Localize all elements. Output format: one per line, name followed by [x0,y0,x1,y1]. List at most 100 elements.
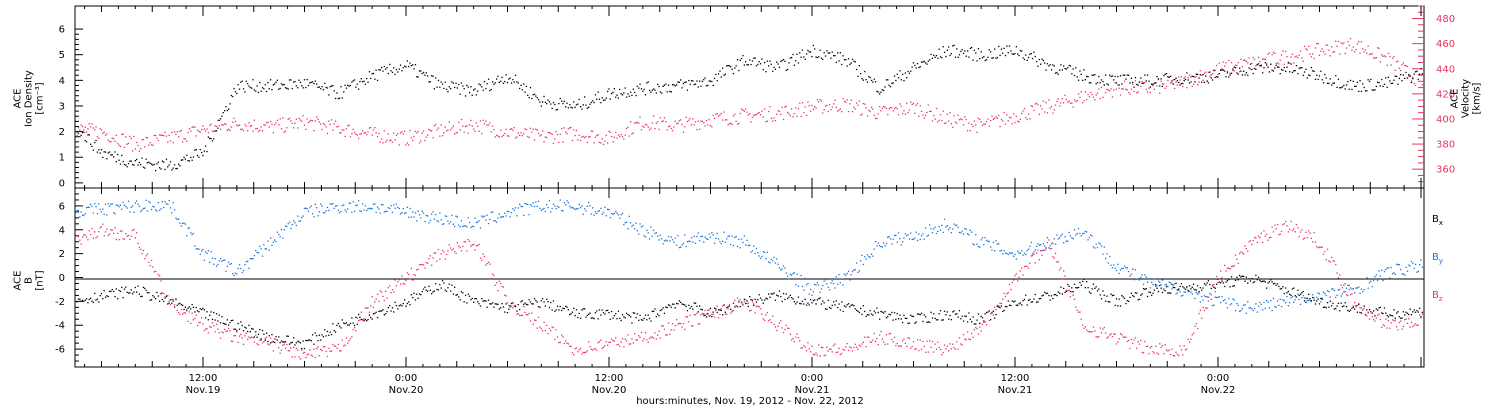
bz-point [715,310,717,312]
density-point [1018,54,1020,57]
bx-point [271,334,273,336]
by-point [1136,278,1138,280]
bz-point [567,343,569,345]
by-point [728,235,731,237]
density-point [1071,73,1073,75]
density-point [94,141,96,144]
density-point [842,55,844,57]
by-point [387,207,389,209]
bx-point [1383,307,1386,309]
bx-point [948,318,950,320]
velocity-point [1018,121,1020,123]
velocity-point [92,127,94,129]
by-point [723,231,725,233]
bx-point [1371,312,1373,314]
by-point [950,232,952,234]
bz-point [362,319,364,321]
by-point [1021,250,1023,252]
velocity-point [1313,57,1315,60]
bx-point [927,321,929,323]
bx-point [1114,304,1116,307]
density-point [221,115,223,117]
bx-point [625,312,628,314]
bx-point [889,314,892,316]
velocity-point [980,121,982,123]
density-point [486,83,488,85]
density-point [466,84,468,87]
bz-point [270,337,272,339]
bz-point [486,263,488,265]
velocity-point [933,114,935,117]
bz-point [221,331,223,333]
bx-point [297,340,299,342]
by-point [256,251,258,254]
density-point [225,106,227,108]
velocity-point [427,134,429,136]
density-point [1084,79,1086,81]
bx-point [975,323,977,325]
by-point [529,204,532,206]
by-point [638,233,640,235]
bx-point [1109,301,1111,303]
bz-point [791,339,793,341]
top-right-tick-label: 360 [1436,165,1455,176]
velocity-point [1156,85,1158,87]
density-point [516,81,518,83]
velocity-point [297,127,299,129]
velocity-point [638,122,640,124]
bz-point [145,255,147,257]
velocity-point [195,135,197,137]
velocity-point [169,140,172,142]
bx-point [222,322,224,324]
by-point [121,208,123,210]
density-point [1050,69,1053,71]
bx-point [420,294,422,296]
velocity-point [483,122,486,125]
bx-point [443,282,445,284]
bx-point [385,313,387,315]
bx-point [547,301,549,303]
density-point [1285,70,1287,72]
density-point [619,88,621,91]
density-point [84,139,86,142]
velocity-point [394,139,396,141]
density-point [95,139,97,142]
by-point [1309,299,1311,302]
density-point [529,87,532,89]
density-point [103,151,105,153]
by-point [611,212,613,215]
bx-point [1220,282,1222,284]
density-point [265,90,268,93]
density-point [1075,67,1077,69]
velocity-point [471,125,473,127]
density-point [916,63,919,65]
velocity-point [311,120,314,122]
velocity-point [873,114,875,116]
density-point [110,154,112,156]
bz-point [286,343,288,346]
velocity-point [1280,54,1283,56]
by-point [927,234,929,236]
velocity-point [1205,71,1207,73]
bz-point [843,349,846,351]
by-point [1287,305,1289,307]
by-point [207,250,209,252]
by-point [1149,287,1151,289]
by-point [1190,291,1192,293]
density-point [248,85,250,87]
density-point [647,81,649,83]
bx-point [1275,284,1277,286]
bx-point [263,333,265,335]
by-point [1167,285,1169,288]
velocity-point [318,121,320,123]
density-point [519,87,521,90]
density-point [439,86,441,88]
density-point [1046,63,1049,65]
bx-point [682,303,685,306]
bx-point [588,313,590,315]
velocity-point [360,132,362,135]
velocity-point [1387,52,1390,54]
by-point [653,229,655,231]
bz-point [533,319,536,321]
density-point [344,84,346,86]
